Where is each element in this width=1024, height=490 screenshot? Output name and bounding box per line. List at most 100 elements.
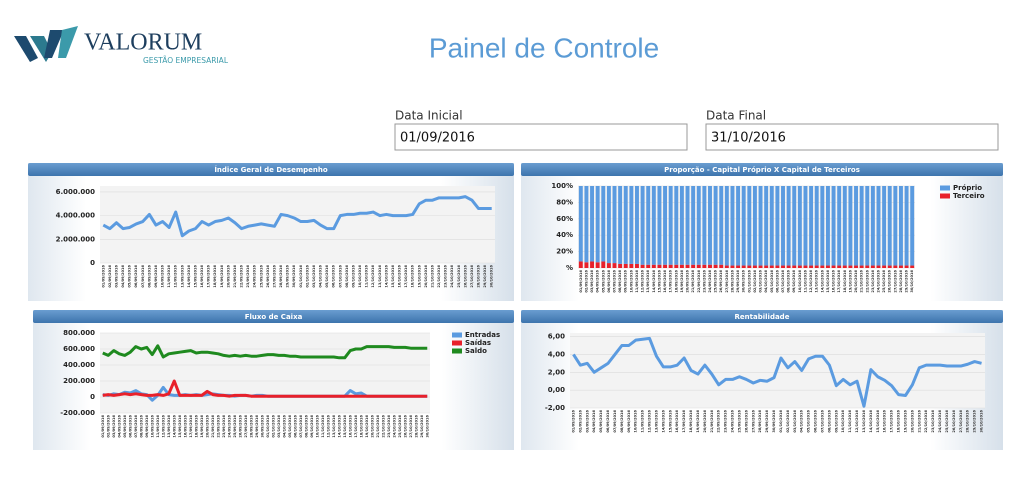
x-tick-label: 02/10/2016: [271, 415, 275, 438]
x-tick-label: 11/09/2016: [167, 265, 171, 288]
x-tick-label: 26/09/2016: [238, 415, 242, 438]
bar-segment: [809, 186, 814, 266]
x-tick-label: 07/09/2016: [613, 270, 617, 293]
x-tick-label: 10/09/2016: [629, 270, 633, 293]
legend-swatch: [452, 348, 462, 354]
x-tick-label: 26/10/2016: [463, 265, 467, 288]
x-tick-label: 16/10/2016: [883, 410, 887, 433]
x-tick-label: 21/09/2016: [233, 265, 237, 288]
x-tick-label: 19/09/2016: [696, 410, 700, 433]
x-tick-label: 29/10/2016: [420, 415, 424, 438]
x-tick-label: 21/10/2016: [430, 265, 434, 288]
x-tick-label: 27/09/2016: [751, 410, 755, 433]
bar-segment: [629, 186, 634, 264]
x-tick-label: 20/09/2016: [686, 270, 690, 293]
date-input[interactable]: [394, 123, 688, 151]
x-tick-label: 05/09/2016: [601, 270, 605, 293]
bar-segment: [646, 264, 651, 268]
bar-segment: [657, 186, 662, 265]
y-tick-label: -2,00: [545, 404, 565, 412]
bar-segment: [898, 186, 903, 266]
x-tick-label: 30/09/2016: [292, 265, 296, 288]
x-tick-label: 02/09/2016: [578, 410, 582, 433]
bar-segment: [842, 265, 847, 268]
bar-segment: [870, 186, 875, 266]
x-tick-label: 01/09/2016: [571, 410, 575, 433]
x-tick-label: 26/09/2016: [266, 265, 270, 288]
x-tick-label: 04/09/2016: [596, 270, 600, 293]
x-tick-label: 29/09/2016: [286, 265, 290, 288]
x-tick-label: 29/09/2016: [736, 270, 740, 293]
x-tick-label: 23/09/2016: [724, 410, 728, 433]
panel-header: [28, 163, 514, 176]
bar-segment: [870, 265, 875, 268]
x-tick-label: 02/10/2016: [786, 410, 790, 433]
x-tick-label: 10/10/2016: [358, 265, 362, 288]
bar-segment: [792, 186, 797, 266]
bar-segment: [764, 186, 769, 266]
bar-segment: [910, 265, 915, 268]
bar-segment: [674, 186, 679, 265]
x-tick-label: 02/09/2016: [108, 265, 112, 288]
bar-segment: [635, 263, 639, 268]
x-tick-label: 22/10/2016: [924, 410, 928, 433]
x-tick-label: 03/09/2016: [112, 415, 116, 438]
bar-segment: [814, 265, 819, 268]
x-tick-label: 01/10/2016: [266, 415, 270, 438]
x-tick-label: 18/10/2016: [359, 415, 363, 438]
x-tick-label: 14/09/2016: [652, 270, 656, 293]
x-tick-label: 09/09/2016: [154, 265, 158, 288]
x-tick-label: 16/09/2016: [675, 410, 679, 433]
x-tick-label: 28/09/2016: [758, 410, 762, 433]
panel-header: [33, 310, 514, 323]
bar-segment: [747, 265, 752, 268]
x-tick-label: 07/10/2016: [338, 265, 342, 288]
x-tick-label: 26/09/2016: [719, 270, 723, 293]
x-tick-label: 25/10/2016: [882, 270, 886, 293]
x-tick-label: 11/10/2016: [848, 410, 852, 433]
bar-segment: [865, 186, 870, 266]
x-tick-label: 17/10/2016: [354, 415, 358, 438]
y-tick-label: 6.000.000: [56, 188, 96, 196]
x-tick-label: 04/10/2016: [764, 270, 768, 293]
x-tick-label: 08/09/2016: [139, 415, 143, 438]
x-tick-label: 10/09/2016: [634, 410, 638, 433]
x-tick-label: 24/09/2016: [731, 410, 735, 433]
x-tick-label: 09/09/2016: [624, 270, 628, 293]
x-tick-label: 08/10/2016: [345, 265, 349, 288]
x-tick-label: 19/10/2016: [365, 415, 369, 438]
x-tick-label: 22/10/2016: [381, 415, 385, 438]
x-tick-label: 08/10/2016: [787, 270, 791, 293]
bar-segment: [635, 186, 639, 264]
x-tick-label: 06/10/2016: [332, 265, 336, 288]
y-tick-label: 0: [90, 259, 95, 267]
bar-segment: [730, 186, 735, 266]
x-tick-label: 22/09/2016: [216, 415, 220, 438]
date-input[interactable]: [705, 123, 999, 151]
x-tick-label: 04/09/2016: [592, 410, 596, 433]
x-tick-label: 12/09/2016: [161, 415, 165, 438]
bar-segment: [618, 186, 623, 264]
x-tick-label: 27/10/2016: [959, 410, 963, 433]
x-tick-label: 09/10/2016: [351, 265, 355, 288]
x-tick-label: 05/09/2016: [128, 265, 132, 288]
bar-segment: [651, 186, 656, 265]
bar-segment: [736, 186, 741, 266]
x-tick-label: 10/10/2016: [315, 415, 319, 438]
x-tick-label: 20/10/2016: [854, 270, 858, 293]
x-tick-label: 24/10/2016: [938, 410, 942, 433]
legend-label: Saídas: [465, 339, 491, 347]
x-tick-label: 27/09/2016: [725, 270, 729, 293]
bar-segment: [764, 265, 769, 268]
filter-label: Data Inicial: [395, 109, 463, 123]
bar-segment: [612, 186, 617, 264]
bar-segment: [674, 264, 679, 268]
x-tick-label: 15/10/2016: [826, 270, 830, 293]
x-tick-label: 08/09/2016: [620, 410, 624, 433]
x-tick-label: 19/10/2016: [848, 270, 852, 293]
x-tick-label: 30/09/2016: [742, 270, 746, 293]
bar-segment: [724, 265, 729, 268]
x-tick-label: 05/09/2016: [599, 410, 603, 433]
x-tick-label: 09/09/2016: [145, 415, 149, 438]
x-tick-label: 23/10/2016: [387, 415, 391, 438]
